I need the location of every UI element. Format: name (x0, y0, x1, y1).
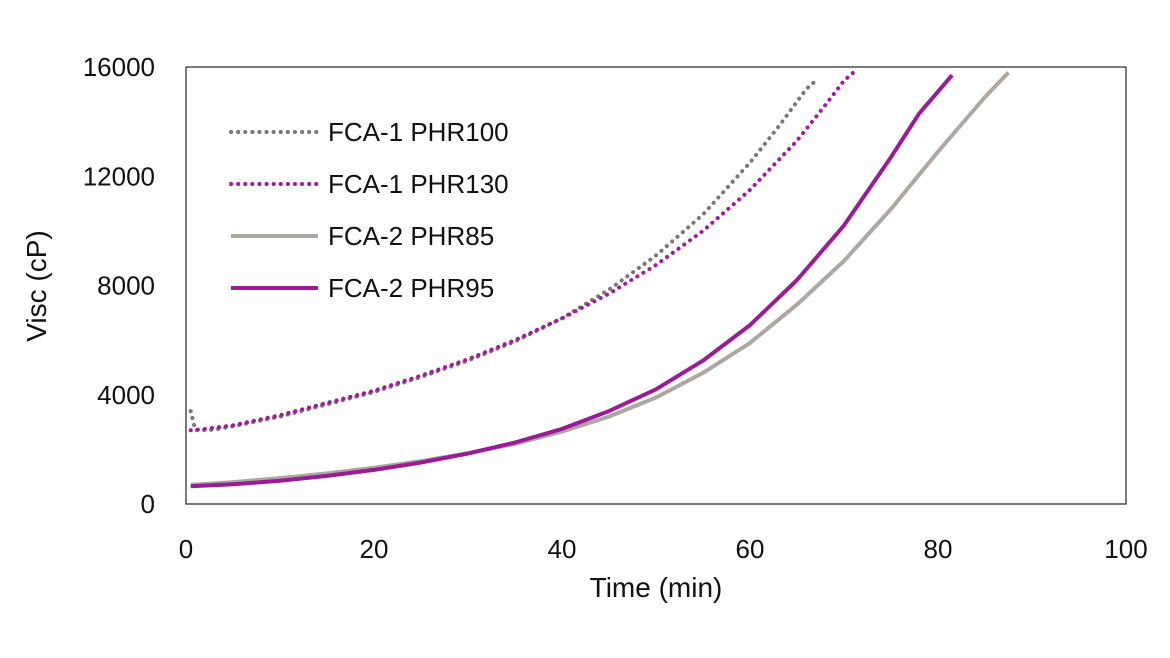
y-tick-label: 8000 (97, 271, 155, 301)
legend-label-1: FCA-1 PHR100 (328, 117, 509, 147)
y-tick-label: 16000 (83, 52, 155, 82)
legend-label-2: FCA-1 PHR130 (328, 169, 509, 199)
series-line-4 (190, 73, 954, 489)
plot-area (185, 66, 1127, 505)
x-tick-label: 80 (924, 534, 953, 564)
y-axis-title: Visc (cP) (21, 230, 52, 342)
x-tick-label: 40 (548, 534, 577, 564)
y-tick-labels: 0 4000 8000 12000 16000 (83, 52, 155, 519)
y-tick-label: 4000 (97, 380, 155, 410)
legend-label-3: FCA-2 PHR85 (328, 221, 494, 251)
x-axis-title: Time (min) (590, 572, 723, 603)
x-tick-label: 0 (179, 534, 193, 564)
series-line-3 (190, 71, 1010, 487)
series-line-2 (188, 70, 856, 433)
y-tick-label: 12000 (83, 161, 155, 191)
series-layer (188, 70, 1010, 489)
legend-label-4: FCA-2 PHR95 (328, 273, 494, 303)
legend: FCA-1 PHR100 FCA-1 PHR130 FCA-2 PHR85 FCA-2… (229, 117, 509, 303)
x-tick-label: 100 (1104, 534, 1147, 564)
y-tick-label: 0 (141, 489, 155, 519)
x-tick-label: 60 (736, 534, 765, 564)
x-tick-labels: 0 20 40 60 80 100 (179, 534, 1148, 564)
x-tick-label: 20 (360, 534, 389, 564)
